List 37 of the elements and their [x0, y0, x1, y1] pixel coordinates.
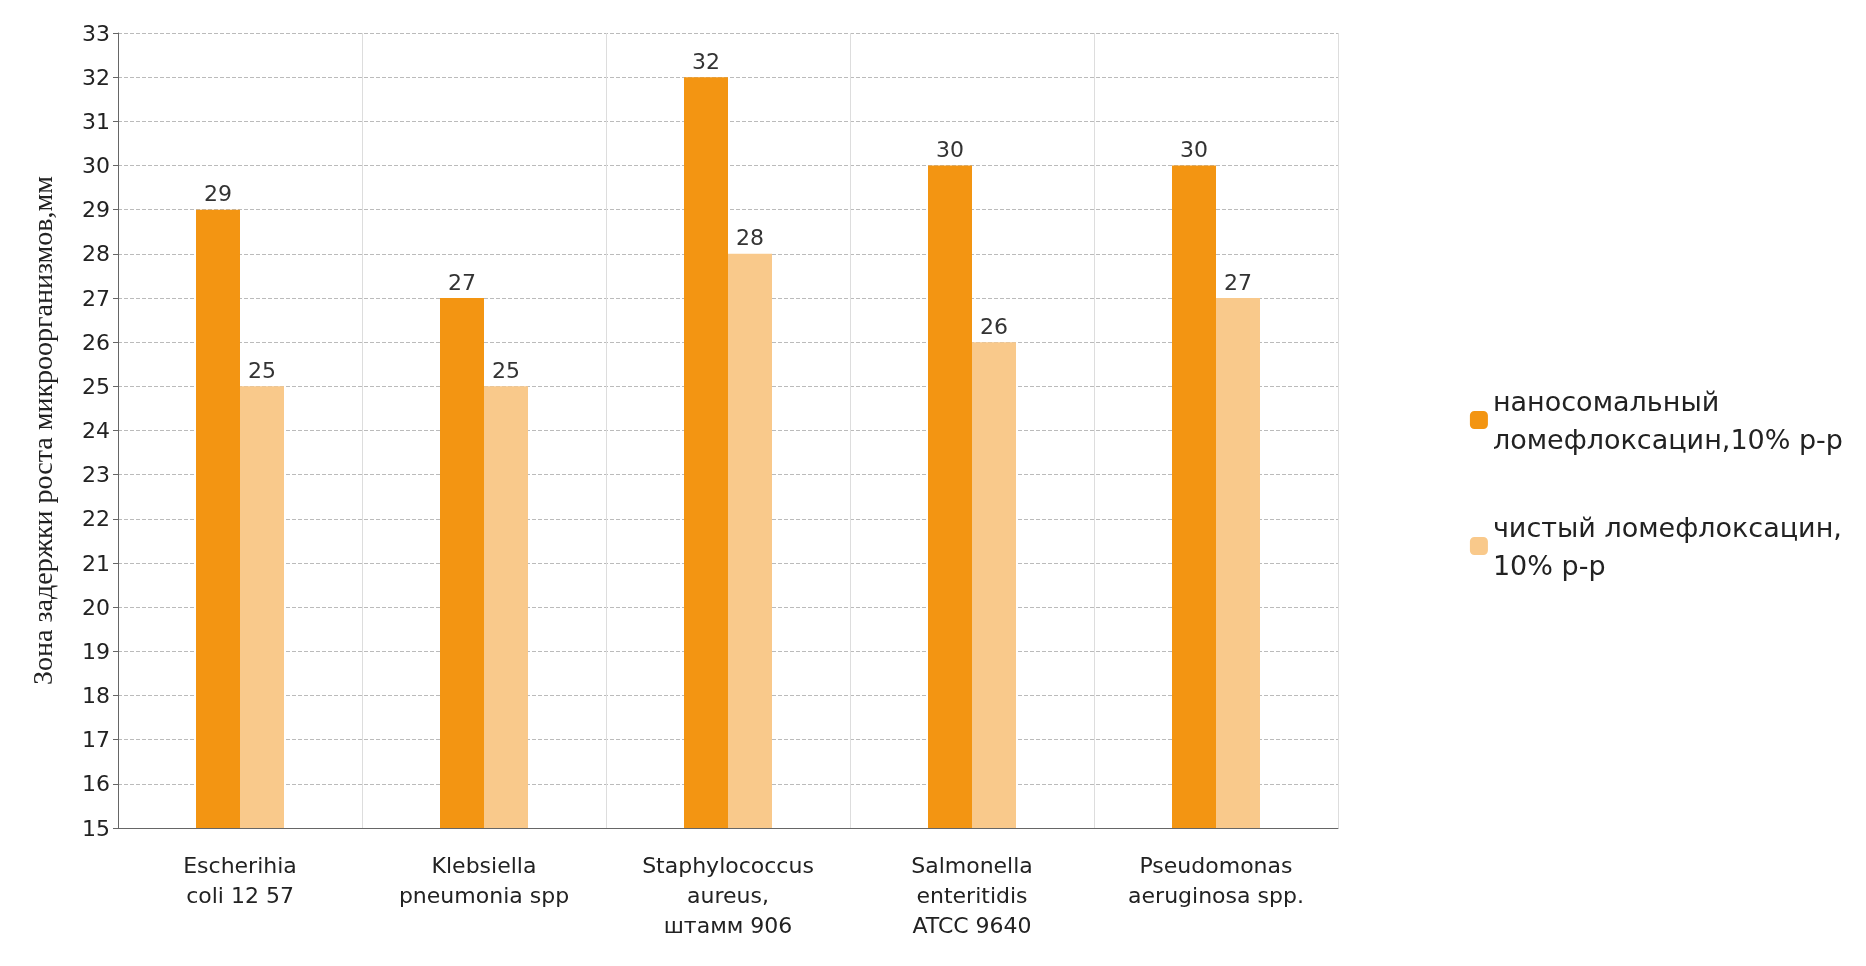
y-tick-label: 23 [82, 462, 110, 488]
legend-label: наносомальный ломефлоксацин,10% р-р [1492, 385, 1843, 455]
y-tick-label: 31 [82, 108, 110, 134]
x-tick-label: Escherihia coli 12 57 [183, 852, 297, 908]
y-tick-label: 30 [82, 153, 110, 178]
x-tick-label: Salmonella enteritidis ATCC 9640 [911, 852, 1033, 938]
y-tick-label: 19 [82, 638, 110, 664]
y-axis-title: Зона задержки роста микроорганизмов,мм [26, 175, 58, 685]
y-tick-label: 22 [82, 506, 110, 532]
y-tick-label: 32 [82, 64, 110, 90]
y-tick-label: 24 [82, 418, 110, 443]
y-tick-label: 17 [82, 727, 110, 753]
y-tick-label: 16 [82, 771, 110, 797]
y-tick-label: 21 [82, 550, 110, 576]
y-tick-label: 15 [82, 815, 110, 841]
x-tick-label: Pseudomonas aeruginosa spp. [1128, 852, 1304, 908]
data-label: 25 [248, 357, 276, 383]
x-tick-label: Klebsiella pneumonia spp [398, 852, 570, 908]
data-label: 27 [1224, 269, 1252, 295]
data-label: 25 [492, 357, 520, 383]
y-tick-label: 33 [82, 20, 110, 46]
y-tick-label: 20 [82, 594, 110, 620]
data-label: 30 [1180, 137, 1208, 162]
data-label: 26 [980, 313, 1008, 339]
data-label: 27 [448, 269, 476, 295]
y-tick-label: 18 [82, 683, 110, 708]
y-tick-label: 26 [82, 329, 110, 355]
data-label: 28 [736, 225, 764, 251]
y-tick-label: 28 [82, 241, 110, 267]
y-tick-label: 25 [82, 373, 110, 399]
legend-label: чистый ломефлоксацин, 10% р-р [1492, 511, 1842, 581]
x-tick-label: Staphylococcus aureus, штамм 906 [642, 852, 814, 938]
y-tick-label: 29 [82, 197, 110, 223]
data-label: 30 [936, 137, 964, 162]
data-label: 29 [204, 181, 232, 207]
y-tick-label: 27 [82, 285, 110, 311]
data-label: 32 [692, 48, 720, 74]
